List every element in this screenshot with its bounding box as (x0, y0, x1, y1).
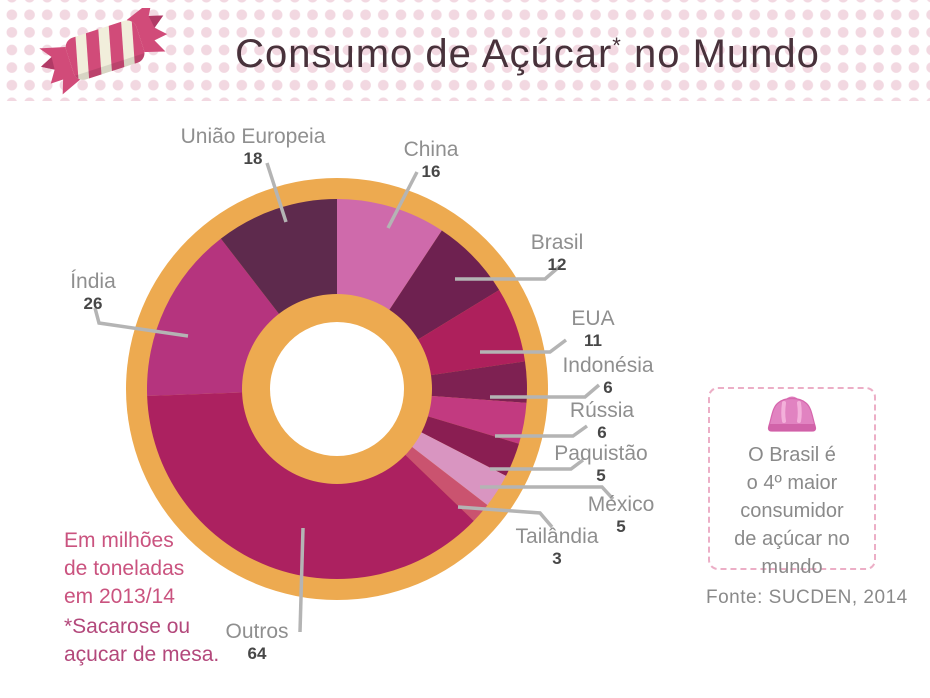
label-mexico-value: 5 (616, 517, 626, 536)
leader-line-indonesia (490, 383, 601, 399)
header-band: Consumo de Açúcar* no Mundo (0, 0, 930, 101)
jello-icon (767, 396, 817, 432)
label-russia-name: Rússia (569, 399, 635, 422)
candy-body (63, 17, 148, 83)
label-indonesia-name: Indonésia (562, 354, 654, 377)
label-eua: EUA 11 (571, 307, 614, 351)
label-russia-value: 6 (597, 423, 607, 442)
label-brasil-value: 12 (547, 255, 567, 274)
label-india-value: 26 (83, 294, 103, 313)
label-eua-name: EUA (571, 307, 615, 330)
source-text: Fonte: SUCDEN, 2014 (706, 587, 908, 608)
leader-lines (93, 162, 615, 633)
donut-slices (126, 178, 548, 600)
leader-line-brasil (455, 264, 562, 281)
label-china-name: China (403, 138, 459, 161)
leader-line-tailandia (457, 505, 554, 529)
leader-line-eua (480, 338, 568, 354)
slice-outros (147, 389, 474, 579)
label-indonesia: Indonésia 6 (562, 354, 653, 398)
leader-line-india (93, 307, 189, 338)
title-main: Consumo de Açúcar (235, 32, 613, 76)
leader-line-paquistao (490, 458, 585, 471)
label-tailandia-value: 3 (552, 549, 562, 568)
label-india-name: Índia (70, 270, 116, 293)
label-tailandia-name: Tailândia (515, 525, 599, 548)
info-box: O Brasil é o 4º maior consumidor de açúc… (708, 387, 876, 578)
slice-indonesia (337, 361, 527, 403)
label-uniao-europeia: União Europeia 18 (181, 125, 326, 169)
label-mexico-name: México (587, 493, 655, 516)
label-indonesia-value: 6 (603, 378, 613, 397)
info-box-text: O Brasil é o 4º maior consumidor de açúc… (734, 444, 850, 578)
label-tailandia: Tailândia 3 (516, 525, 599, 569)
label-mexico: México 5 (588, 493, 655, 537)
label-india: Índia 26 (70, 270, 116, 314)
footnote-note: *Sacarose ou açucar de mesa. (64, 615, 220, 666)
title-tail: no Mundo (621, 32, 820, 76)
label-uniao-europeia-name: União Europeia (180, 125, 326, 148)
label-china: China 16 (404, 138, 459, 182)
label-brasil: Brasil 12 (531, 231, 584, 275)
donut-hole (270, 322, 404, 456)
candy-icon (39, 8, 168, 95)
label-paquistao-name: Paquistão (554, 442, 648, 465)
leader-line-uniao-europeia (265, 162, 288, 223)
leader-line-china (386, 171, 419, 229)
label-paquistao: Paquistão 5 (554, 442, 647, 486)
label-russia: Rússia 6 (570, 399, 634, 443)
label-outros-value: 64 (247, 644, 267, 663)
candy-left-wrapper-shade (41, 57, 55, 70)
title-asterisk: * (612, 33, 622, 58)
label-china-value: 16 (421, 162, 441, 181)
leader-line-mexico (480, 485, 615, 501)
label-uniao-europeia-value: 18 (243, 149, 263, 168)
page-title: Consumo de Açúcar* no Mundo (125, 30, 930, 82)
leader-line-russia (495, 424, 589, 438)
label-paquistao-value: 5 (596, 466, 606, 485)
leader-line-outros (298, 527, 305, 633)
label-outros-name: Outros (225, 620, 289, 643)
label-brasil-name: Brasil (530, 231, 584, 254)
units-note: Em milhões de toneladas em 2013/14 (64, 529, 185, 608)
label-eua-value: 11 (584, 331, 602, 350)
label-outros: Outros 64 (225, 620, 288, 664)
candy-right-wrapper-shade (148, 15, 164, 28)
